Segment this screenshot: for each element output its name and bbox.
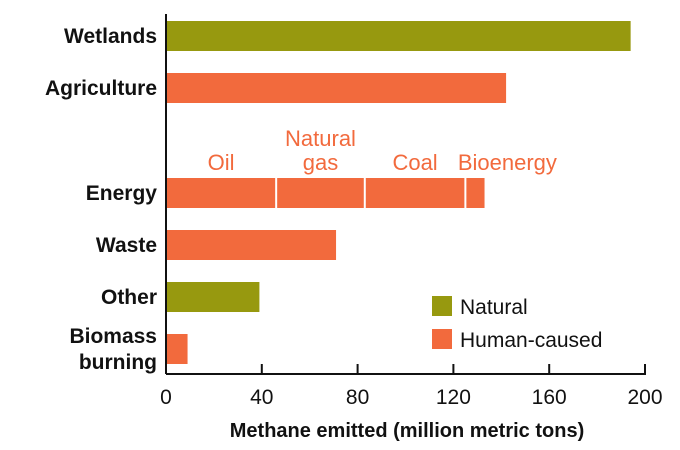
x-tick-label: 120 xyxy=(436,386,471,409)
category-label: Waste xyxy=(96,234,157,257)
category-label: Wetlands xyxy=(64,25,157,48)
legend-label: Human-caused xyxy=(460,329,602,352)
bars-layer xyxy=(166,21,631,364)
bar-wetlands xyxy=(166,21,631,51)
x-ticks-layer: 0 40 80 120 160 200 xyxy=(160,364,663,409)
category-label: Other xyxy=(101,286,157,309)
bar-agriculture xyxy=(166,73,507,103)
bar-biomass-burning xyxy=(166,334,188,364)
x-tick-label: 0 xyxy=(160,386,172,409)
segment-label-line: Natural xyxy=(285,126,356,151)
segment-label-natural-gas: Natural gas xyxy=(285,126,356,175)
category-label-line: burning xyxy=(79,351,157,374)
bar-other xyxy=(166,282,260,312)
category-label-line: Other xyxy=(101,286,157,309)
bar-energy xyxy=(166,178,485,208)
segment-label-line: Oil xyxy=(208,150,235,175)
x-tick-label: 200 xyxy=(627,386,662,409)
segment-label-line: Coal xyxy=(392,150,437,175)
category-label-line: Wetlands xyxy=(64,25,157,48)
x-tick-label: 80 xyxy=(346,386,369,409)
segment-label-line: Bioenergy xyxy=(458,150,557,175)
x-tick-label: 40 xyxy=(250,386,273,409)
x-tick-label: 160 xyxy=(532,386,567,409)
category-labels-layer: Wetlands Agriculture Energy Waste Other Bioma… xyxy=(45,25,157,374)
legend-swatch-human-caused xyxy=(432,329,452,349)
category-label-line: Waste xyxy=(96,234,157,257)
category-label: Biomass burning xyxy=(69,325,157,374)
category-label-line: Energy xyxy=(86,182,158,205)
legend: Natural Human-caused xyxy=(432,296,602,352)
x-axis-title: Methane emitted (million metric tons) xyxy=(230,420,584,442)
segment-label-oil: Oil xyxy=(208,150,235,175)
category-label-line: Biomass xyxy=(69,325,157,348)
legend-label: Natural xyxy=(460,296,528,319)
segment-label-bioenergy: Bioenergy xyxy=(458,150,557,175)
segment-label-coal: Coal xyxy=(392,150,437,175)
category-label-line: Agriculture xyxy=(45,77,157,100)
segment-labels-layer: Oil Natural gas Coal Bioenergy xyxy=(208,126,557,175)
category-label: Energy xyxy=(86,182,158,205)
segment-label-line: gas xyxy=(303,150,338,175)
legend-swatch-natural xyxy=(432,296,452,316)
category-label: Agriculture xyxy=(45,77,157,100)
bar-waste xyxy=(166,230,337,260)
